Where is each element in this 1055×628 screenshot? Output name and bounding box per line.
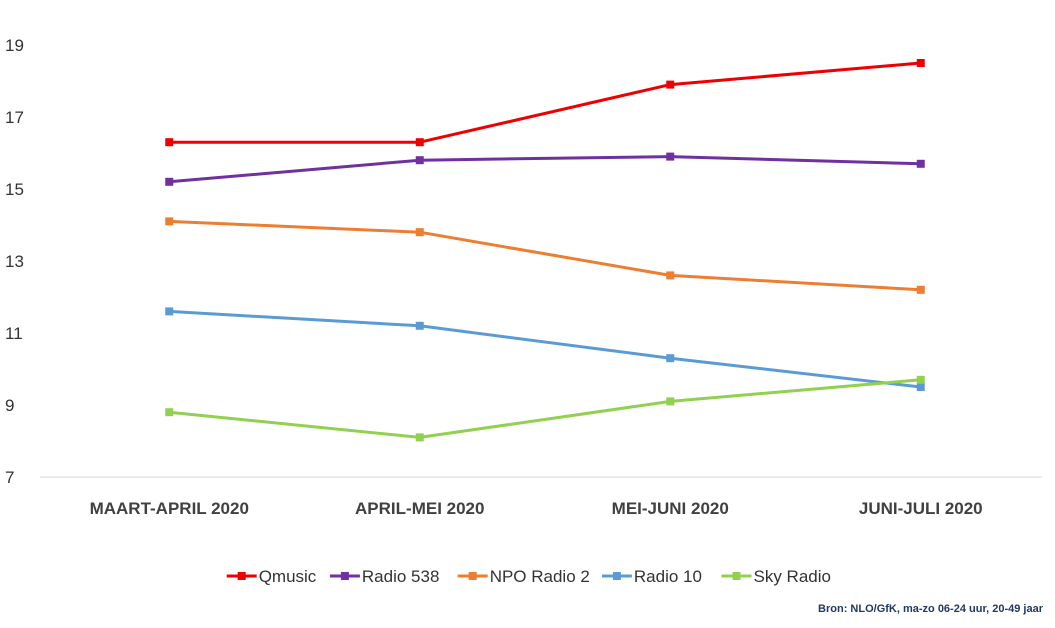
legend-label: Radio 10 — [634, 567, 702, 586]
x-tick-label: JUNI-JULI 2020 — [859, 499, 983, 518]
series-line — [167, 155, 923, 184]
data-point — [415, 321, 424, 330]
legend-marker — [340, 572, 349, 580]
data-point — [666, 271, 675, 280]
series-layer — [165, 59, 925, 442]
series-line — [167, 309, 923, 389]
data-point — [666, 152, 675, 161]
y-tick-label: 11 — [5, 324, 23, 343]
data-point — [666, 397, 675, 406]
y-tick-label: 13 — [5, 252, 24, 271]
legend-marker — [237, 572, 246, 580]
legend-marker — [468, 572, 477, 580]
series-line — [167, 219, 923, 292]
data-point — [666, 354, 675, 363]
x-axis-ticks: MAART-APRIL 2020 APRIL-MEI 2020 MEI-JUNI 2… — [90, 499, 983, 518]
data-point — [415, 156, 424, 165]
x-tick-label: MEI-JUNI 2020 — [612, 499, 729, 518]
data-point — [165, 177, 174, 186]
data-point — [916, 383, 925, 391]
data-point — [916, 159, 925, 168]
data-point — [916, 59, 925, 67]
data-point — [165, 138, 174, 147]
legend-label: Qmusic — [259, 567, 317, 586]
data-point — [415, 228, 424, 237]
legend-marker — [732, 572, 741, 580]
y-tick-label: 15 — [5, 180, 24, 199]
data-point — [415, 138, 424, 147]
y-tick-label: 17 — [5, 108, 24, 127]
source-note: Bron: NLO/GfK, ma-zo 06-24 uur, 20-49 ja… — [818, 603, 1044, 615]
data-point — [165, 307, 174, 316]
legend-label: Radio 538 — [362, 567, 440, 586]
legend-marker — [612, 572, 621, 580]
data-point — [916, 285, 925, 294]
series-line — [167, 61, 923, 144]
legend: Qmusic Radio 538 NPO Radio 2 Radio 10 Sky Ra… — [226, 567, 831, 586]
data-point — [415, 433, 424, 442]
y-axis-ticks: 7 9 11 13 15 17 19 — [5, 36, 24, 487]
data-point — [165, 217, 174, 226]
y-tick-label: 19 — [5, 36, 24, 55]
legend-label: NPO Radio 2 — [490, 567, 590, 586]
y-tick-label: 7 — [5, 468, 14, 487]
y-tick-label: 9 — [5, 396, 14, 415]
data-point — [165, 408, 174, 417]
series-line — [167, 378, 923, 439]
data-point — [916, 375, 925, 384]
x-tick-label: MAART-APRIL 2020 — [90, 499, 249, 518]
legend-label: Sky Radio — [754, 567, 831, 586]
x-tick-label: APRIL-MEI 2020 — [355, 499, 484, 518]
data-point — [666, 80, 675, 89]
